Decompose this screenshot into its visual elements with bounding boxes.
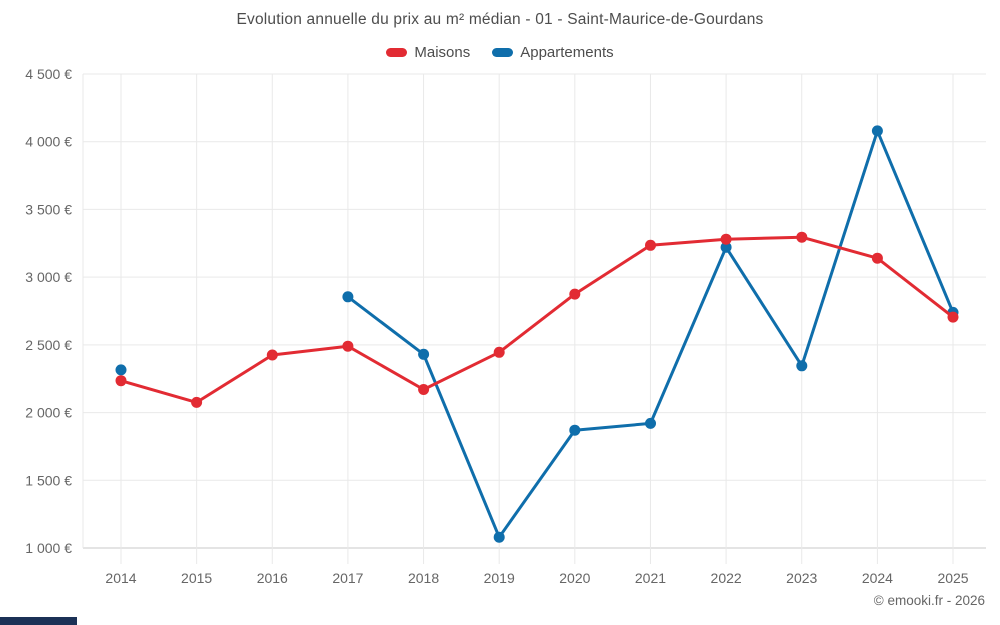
data-point-maisons-2015[interactable]	[191, 396, 203, 408]
data-point-appartements-2018[interactable]	[418, 348, 430, 360]
x-axis-tick-label: 2020	[559, 570, 590, 586]
x-axis-tick-label: 2025	[937, 570, 968, 586]
data-point-appartements-2021[interactable]	[645, 417, 656, 429]
x-axis-tick-label: 2016	[257, 570, 288, 586]
x-axis-tick-label: 2018	[408, 570, 439, 586]
data-point-appartements-2020[interactable]	[569, 424, 581, 436]
data-point-appartements-2023[interactable]	[796, 360, 808, 372]
y-axis-tick-label: 2 500 €	[25, 337, 72, 353]
y-axis-tick-label: 3 000 €	[25, 269, 72, 285]
data-point-appartements-2022[interactable]	[720, 241, 732, 253]
x-axis-tick-label: 2023	[786, 570, 817, 586]
x-axis-tick-label: 2021	[635, 570, 666, 586]
legend: Maisons Appartements	[0, 44, 1000, 61]
legend-item-appartements[interactable]: Appartements	[492, 44, 614, 61]
legend-label-appartements: Appartements	[520, 44, 614, 61]
series-appartements	[115, 125, 959, 543]
data-point-appartements-2017[interactable]	[342, 291, 354, 303]
data-point-maisons-2017[interactable]	[342, 340, 354, 352]
data-point-maisons-2020[interactable]	[569, 288, 581, 300]
data-point-maisons-2025[interactable]	[947, 311, 959, 323]
data-point-maisons-2021[interactable]	[645, 239, 656, 251]
data-point-appartements-2014[interactable]	[115, 364, 127, 376]
y-axis-tick-label: 3 500 €	[25, 201, 72, 217]
data-point-maisons-2024[interactable]	[871, 252, 883, 264]
data-point-maisons-2014[interactable]	[115, 375, 127, 387]
x-axis-tick-label: 2024	[862, 570, 893, 586]
bottom-left-banner	[0, 617, 77, 625]
y-axis-tick-label: 4 500 €	[25, 66, 72, 82]
legend-swatch-maisons-icon	[386, 48, 408, 57]
x-axis-tick-label: 2017	[332, 570, 363, 586]
x-axis-tick-label: 2014	[105, 570, 136, 586]
data-point-maisons-2023[interactable]	[796, 231, 808, 243]
x-axis-tick-label: 2015	[181, 570, 212, 586]
data-point-maisons-2019[interactable]	[493, 346, 505, 358]
data-point-maisons-2016[interactable]	[266, 349, 278, 361]
y-axis-tick-label: 1 500 €	[25, 472, 72, 488]
y-axis-tick-label: 1 000 €	[25, 540, 72, 556]
copyright-text: © emooki.fr - 2026	[873, 593, 985, 608]
legend-label-maisons: Maisons	[414, 44, 471, 61]
x-axis-tick-label: 2022	[711, 570, 742, 586]
data-point-maisons-2022[interactable]	[720, 233, 732, 245]
data-point-appartements-2024[interactable]	[871, 125, 883, 137]
data-point-appartements-2019[interactable]	[493, 531, 505, 543]
data-point-maisons-2018[interactable]	[418, 384, 430, 395]
y-axis-tick-label: 4 000 €	[25, 134, 72, 150]
legend-item-maisons[interactable]: Maisons	[386, 44, 470, 61]
chart-title: Evolution annuelle du prix au m² médian …	[236, 11, 764, 28]
x-axis-tick-label: 2019	[484, 570, 515, 586]
y-axis-tick-label: 2 000 €	[25, 405, 72, 421]
legend-swatch-appartements-icon	[492, 48, 514, 57]
series-maisons	[115, 231, 959, 408]
